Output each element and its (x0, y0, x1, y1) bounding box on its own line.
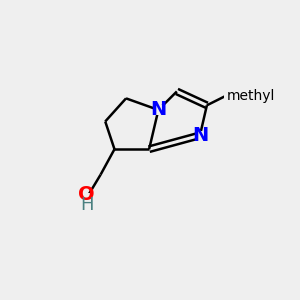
FancyBboxPatch shape (82, 193, 92, 201)
Text: N: N (150, 100, 167, 119)
FancyBboxPatch shape (154, 105, 163, 115)
Text: N: N (192, 126, 208, 145)
FancyBboxPatch shape (224, 92, 240, 101)
FancyBboxPatch shape (195, 131, 205, 140)
Text: methyl: methyl (226, 89, 275, 103)
Text: H: H (80, 196, 94, 214)
Text: O: O (78, 185, 95, 204)
